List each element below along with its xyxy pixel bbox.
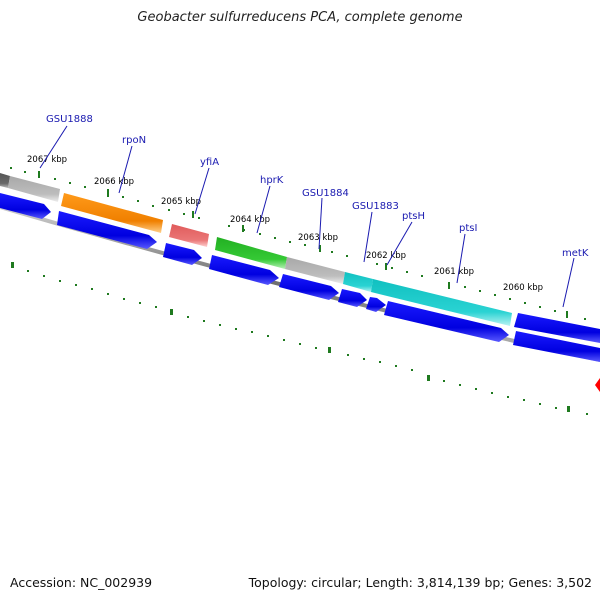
gene-label: rpoN: [122, 135, 146, 146]
gene-label: GSU1884: [302, 188, 349, 199]
cds-arrow: [514, 313, 600, 343]
cds-arrow: [279, 274, 339, 300]
map-title: Geobacter sulfurreducens PCA, complete g…: [137, 10, 463, 25]
gene-label: GSU1888: [46, 114, 93, 125]
scale-tick-label: 2062 kbp: [366, 251, 406, 261]
gene-label-leaders: [39, 125, 575, 308]
cds-arrow: [513, 331, 600, 362]
scale-tick-label: 2067 kbp: [27, 155, 67, 165]
gene-label: metK: [562, 248, 589, 259]
cds-arrow: [366, 297, 386, 312]
gene-bar-hprk: [215, 237, 287, 269]
accession-label: Accession: NC_002939: [10, 575, 153, 590]
scale-tick-label: 2065 kbp: [161, 197, 201, 207]
gene-bar-gsu1884: [285, 257, 345, 284]
cds-arrow: [384, 301, 509, 342]
scale-tick-label: 2063 kbp: [298, 233, 338, 243]
position-marker-icon: [595, 378, 600, 392]
scale-tick-label: 2064 kbp: [230, 215, 270, 225]
gene-labels: GSU1888 rpoN yfiA hprK GSU1884 GSU1883 p…: [46, 114, 589, 259]
gene-label: GSU1883: [352, 201, 399, 212]
gene-bar-gsu1888: [8, 176, 60, 202]
gene-bar-gsu1883: [343, 272, 373, 292]
outer-scale-ticks: [38, 171, 568, 318]
scale-tick-label: 2066 kbp: [94, 177, 134, 187]
cds-arrow: [163, 243, 202, 265]
gene-bar-ptsi: [371, 279, 512, 326]
gene-label: hprK: [260, 175, 284, 186]
scale-tick-label: 2060 kbp: [503, 283, 543, 293]
inner-scale-ring: [11, 262, 588, 415]
outer-scale-dots: [10, 167, 586, 320]
gene-bar-dark: [0, 173, 10, 188]
gene-features: [0, 173, 512, 326]
scale-tick-label: 2061 kbp: [434, 267, 474, 277]
gene-label: ptsH: [402, 211, 425, 222]
genome-summary: Topology: circular; Length: 3,814,139 bp…: [248, 575, 592, 590]
gene-label: yfiA: [200, 157, 219, 168]
gene-bar-yfia: [169, 224, 209, 247]
cds-arrows: [0, 193, 600, 362]
cds-arrow: [338, 289, 367, 307]
gene-label: ptsI: [459, 223, 477, 234]
cds-arrow: [209, 255, 279, 285]
cds-arrow: [0, 193, 51, 219]
cds-arrow: [57, 211, 157, 249]
gene-bar-rpon: [61, 193, 163, 233]
scale-tick-labels: 2067 kbp 2066 kbp 2065 kbp 2064 kbp 2063…: [27, 155, 543, 293]
